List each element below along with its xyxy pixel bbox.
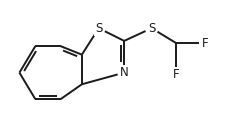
Text: F: F xyxy=(173,68,179,81)
Text: S: S xyxy=(148,22,155,35)
Text: N: N xyxy=(120,66,129,79)
Text: F: F xyxy=(202,36,209,50)
Text: S: S xyxy=(95,22,102,35)
